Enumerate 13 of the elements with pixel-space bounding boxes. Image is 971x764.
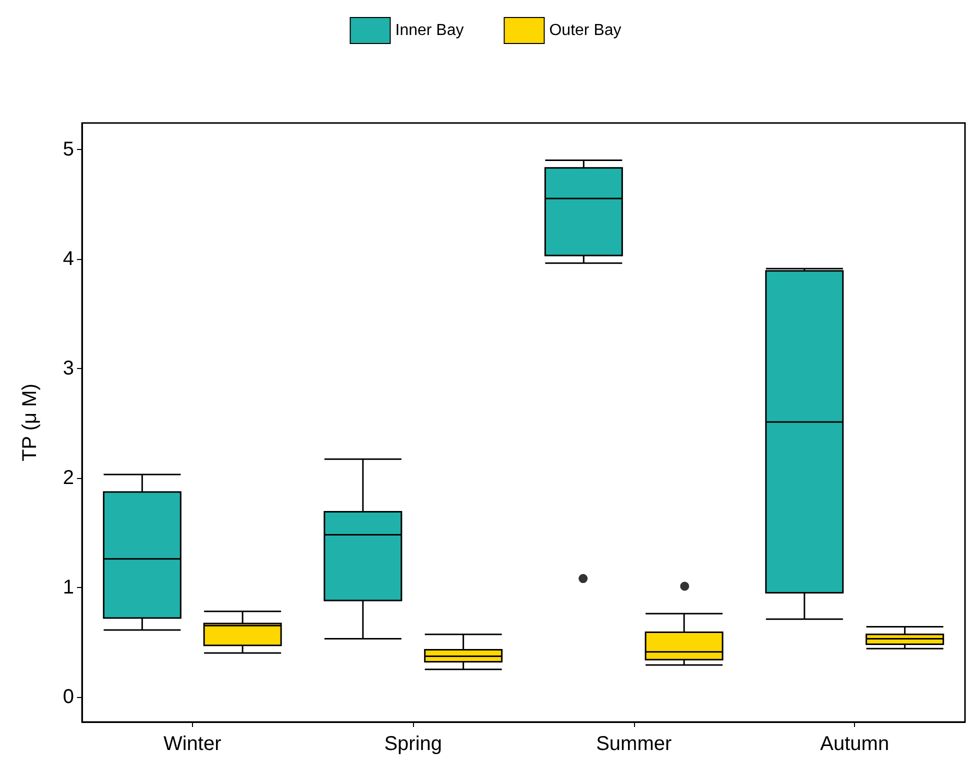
x-tick-label: Winter (163, 733, 222, 755)
y-tick-label: 4 (62, 248, 74, 270)
x-tick-label: Autumn (820, 733, 890, 755)
y-tick-label: 0 (62, 686, 74, 708)
y-tick-label: 5 (62, 138, 74, 160)
y-tick-label: 1 (62, 576, 74, 598)
y-tick-label: 2 (62, 466, 74, 489)
legend-label: Inner Bay (395, 22, 464, 39)
legend-label: Outer Bay (549, 22, 622, 39)
y-tick-label: 3 (62, 357, 74, 380)
x-tick-label: Summer (596, 733, 672, 755)
y-axis-title: TP (μ M) (19, 384, 41, 462)
x-tick-label: Spring (384, 733, 442, 755)
